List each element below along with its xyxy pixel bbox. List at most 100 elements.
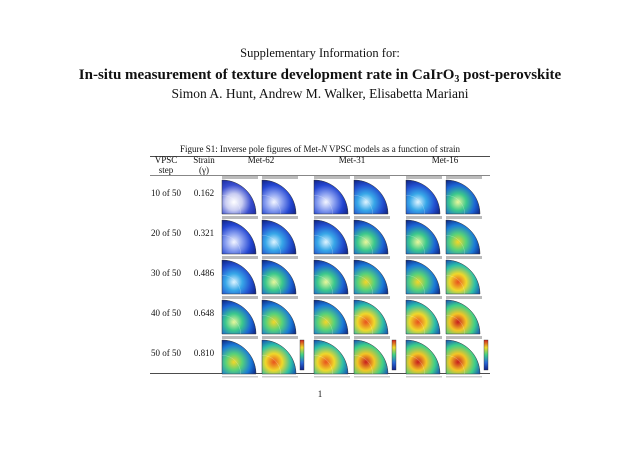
pole-figure xyxy=(353,179,389,215)
figure-title-strip xyxy=(406,216,442,219)
caption-text: Figure S1: Inverse pole figures of Met- xyxy=(180,144,321,154)
pole-figure-contour xyxy=(221,195,241,215)
figure-title-strip xyxy=(262,256,298,259)
pole-figure xyxy=(353,259,389,295)
pole-figure-contour xyxy=(313,195,333,215)
authors: Simon A. Hunt, Andrew M. Walker, Elisabe… xyxy=(172,86,469,101)
title-subscript: 3 xyxy=(454,74,459,85)
figure-title-strip xyxy=(406,176,442,179)
caption-italic: N xyxy=(320,144,328,154)
figure-title-strip xyxy=(354,336,390,339)
axis-tick-strip xyxy=(314,376,350,378)
figure-title-strip xyxy=(446,336,482,339)
figure-title-strip xyxy=(222,296,258,299)
row-strain: 0.162 xyxy=(194,188,214,198)
figure-title-strip xyxy=(222,176,258,179)
pole-figure-contour xyxy=(353,235,373,255)
pole-figure-contour xyxy=(261,195,281,215)
pole-figure xyxy=(221,339,257,375)
pole-figure-contour xyxy=(261,275,281,295)
pole-figure-contour xyxy=(261,235,281,255)
figure-title-strip xyxy=(222,336,258,339)
pole-figure xyxy=(313,259,349,295)
row-strain: 0.486 xyxy=(194,268,215,278)
pole-figure-contour xyxy=(405,195,425,215)
pole-figure xyxy=(313,179,349,215)
pole-figure-contour xyxy=(445,195,465,215)
column-header: Met-62 xyxy=(248,155,275,165)
pole-figure xyxy=(405,219,441,255)
figure-title-strip xyxy=(314,176,350,179)
figure-title-strip xyxy=(222,216,258,219)
figure-title-strip xyxy=(354,256,390,259)
pole-figure-contour xyxy=(313,355,333,375)
axis-tick-strip xyxy=(446,376,482,378)
pole-figure xyxy=(313,299,349,335)
page-number: 1 xyxy=(318,389,323,399)
pole-figure xyxy=(405,179,441,215)
pole-figure-contour xyxy=(221,355,241,375)
pole-figure-contour xyxy=(405,315,425,335)
pole-figure-contour xyxy=(313,275,333,295)
colorbar xyxy=(391,339,397,371)
pole-figure-contour xyxy=(221,235,241,255)
pole-figure xyxy=(445,259,481,295)
figure-title-strip xyxy=(262,296,298,299)
figure-title-strip xyxy=(446,296,482,299)
figure-title-strip xyxy=(222,256,258,259)
caption-text: VPSC models as a function of strain xyxy=(327,144,461,154)
title-text: post-perovskite xyxy=(459,67,561,83)
pole-figure-contour xyxy=(353,275,373,295)
pole-figure xyxy=(445,339,481,375)
title-text: In-situ measurement of texture developme… xyxy=(79,67,455,83)
pole-figure xyxy=(445,219,481,255)
column-header: (γ) xyxy=(199,165,209,175)
row-step: 30 of 50 xyxy=(151,268,181,278)
pole-figure-contour xyxy=(353,195,373,215)
pole-figure-contour xyxy=(405,355,425,375)
pole-figure xyxy=(445,179,481,215)
figure-title-strip xyxy=(406,336,442,339)
pole-figure-contour xyxy=(405,275,425,295)
pole-figure xyxy=(261,339,297,375)
row-step: 20 of 50 xyxy=(151,228,181,238)
pole-figure-contour xyxy=(313,235,333,255)
pole-figure-contour xyxy=(353,315,373,335)
figure-title-strip xyxy=(314,216,350,219)
figure-title-strip xyxy=(314,256,350,259)
column-header: VPSC xyxy=(155,155,178,165)
pole-figure-contour xyxy=(445,355,465,375)
pole-figure-contour xyxy=(221,315,241,335)
column-header: step xyxy=(159,165,174,175)
supplement-label: Supplementary Information for: xyxy=(240,46,400,60)
figure-title-strip xyxy=(262,216,298,219)
pole-figure-contour xyxy=(353,355,373,375)
colorbar xyxy=(299,339,305,371)
figure-title-strip xyxy=(314,336,350,339)
pole-figure xyxy=(445,299,481,335)
pole-figure xyxy=(221,179,257,215)
pole-figure xyxy=(261,179,297,215)
row-step: 10 of 50 xyxy=(151,188,181,198)
column-header: Met-31 xyxy=(339,155,366,165)
row-strain: 0.648 xyxy=(194,308,215,318)
pole-figure-contour xyxy=(261,355,281,375)
pole-figure xyxy=(261,299,297,335)
pole-figure xyxy=(261,259,297,295)
axis-tick-strip xyxy=(354,376,390,378)
figure-title-strip xyxy=(314,296,350,299)
row-strain: 0.810 xyxy=(194,348,215,358)
pole-figure-contour xyxy=(445,315,465,335)
figure-title-strip xyxy=(406,296,442,299)
figure-title-strip xyxy=(406,256,442,259)
pole-figure-contour xyxy=(405,235,425,255)
pole-figure-contour xyxy=(445,235,465,255)
pole-figure xyxy=(353,339,389,375)
figure-title-strip xyxy=(354,296,390,299)
figure-title-strip xyxy=(262,336,298,339)
axis-tick-strip xyxy=(406,376,442,378)
pole-figure xyxy=(221,219,257,255)
pole-figure xyxy=(313,339,349,375)
pole-figure xyxy=(405,259,441,295)
